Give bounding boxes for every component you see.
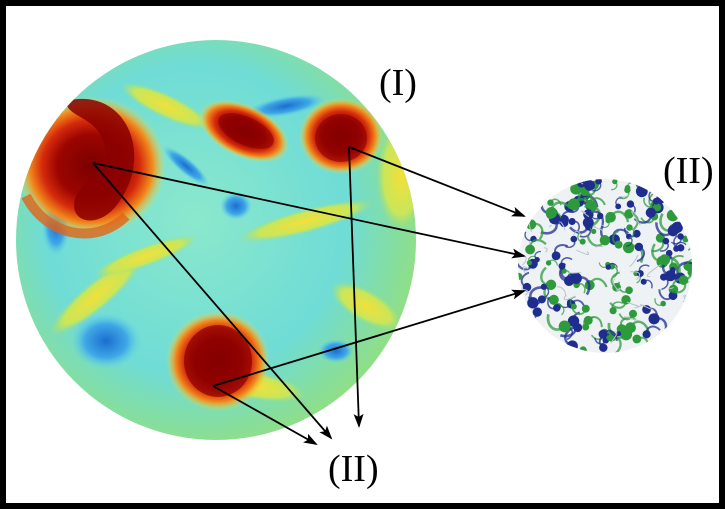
arrow-vortex-b-to-small <box>348 146 526 217</box>
vortex-blob <box>655 222 679 237</box>
vortex-blob <box>584 179 598 191</box>
streak-line <box>623 316 639 322</box>
arrow-vortex-a-to-bottom <box>92 162 333 440</box>
vortex-blob <box>583 209 605 226</box>
streak-line <box>576 249 590 255</box>
vortex-blob <box>671 275 689 294</box>
streak-line <box>568 271 581 274</box>
streak-line <box>629 254 639 268</box>
vortex-blob <box>615 196 623 210</box>
streak-line <box>518 287 529 296</box>
vortex-blob <box>534 250 541 263</box>
diagram-svg <box>16 40 692 445</box>
streak-line <box>592 225 603 231</box>
vortex-blob <box>640 278 653 289</box>
vortex-blob <box>612 230 623 249</box>
vortex-blob <box>567 198 594 213</box>
streak-line <box>595 245 604 248</box>
figure-canvas: (I) (II) (II) <box>6 6 719 503</box>
vortex-blob <box>570 272 591 296</box>
streak-line <box>634 304 645 309</box>
streak-line <box>520 316 528 325</box>
vortex-blob <box>605 262 618 270</box>
vortex-blob <box>582 316 594 331</box>
vortex-blob <box>545 259 558 266</box>
streak-line <box>573 230 583 237</box>
vortex-blob <box>619 186 631 200</box>
streak-line <box>581 210 590 218</box>
streak-line <box>548 224 552 228</box>
vortex-blob <box>642 305 659 323</box>
vortex-blob <box>547 198 562 206</box>
streak-line <box>518 307 529 313</box>
vortex-blob <box>518 272 523 281</box>
streak-line <box>612 278 618 290</box>
vortex-blob <box>685 258 692 277</box>
streak-line <box>671 321 678 326</box>
arrow-group <box>92 146 526 445</box>
streak-line <box>563 294 576 301</box>
vortex-blob <box>586 234 611 247</box>
vortex-blob <box>605 210 630 223</box>
vortex-blob <box>648 193 662 212</box>
label-bottom: (II) <box>328 448 379 490</box>
vortex-blob <box>525 239 547 255</box>
streak-line <box>535 182 544 192</box>
vortex-blob <box>610 179 618 191</box>
vortex-blob <box>546 313 571 333</box>
vortex-blob <box>651 243 671 266</box>
vortex-blob <box>551 244 569 261</box>
streak-line <box>677 205 688 217</box>
vortex-blob <box>648 190 660 205</box>
vortex-blob <box>659 237 670 252</box>
arrow-vortex-a-to-small <box>92 162 526 259</box>
vortex-blob <box>610 329 622 337</box>
streak-line <box>646 264 661 278</box>
vortex-blob <box>654 298 667 307</box>
vortex-blob <box>637 264 650 277</box>
vortex-blob <box>626 224 635 240</box>
vortex-blob <box>634 242 646 263</box>
vortex-blob <box>642 325 661 339</box>
arrow-vortex-b-to-bottom <box>348 146 364 428</box>
streak-line <box>631 210 641 226</box>
vortex-blob <box>571 304 590 316</box>
streak-line <box>522 266 529 273</box>
vortex-blob <box>547 211 562 220</box>
streak-line <box>543 247 548 253</box>
label-large-circle: (I) <box>379 62 417 104</box>
vortex-blob <box>564 235 578 248</box>
small-field-circle <box>518 179 692 353</box>
vortex-blob <box>598 329 618 342</box>
arrow-vortex-c-to-bottom <box>212 385 318 445</box>
streak-line <box>669 286 674 290</box>
vortex-blob <box>609 301 624 315</box>
vortex-blob <box>547 296 561 312</box>
vortex-blob <box>673 241 687 252</box>
vortex-blob <box>618 309 637 321</box>
vortex-blob <box>617 281 633 295</box>
vortex-blob <box>592 179 602 192</box>
vortex-blob <box>540 283 550 298</box>
streak-line <box>618 194 630 198</box>
streak-line <box>519 339 530 348</box>
streak-line <box>610 331 618 344</box>
label-small-circle: (II) <box>663 150 714 192</box>
streak-line <box>630 271 641 281</box>
large-field-circle <box>16 40 416 440</box>
streak-line <box>626 301 639 307</box>
vortex-blob <box>569 217 594 234</box>
arrow-vortex-c-to-small <box>212 289 526 387</box>
streak-line <box>560 221 566 231</box>
streak-line <box>644 341 658 349</box>
vortex-blob <box>540 266 557 290</box>
streak-line <box>616 287 622 293</box>
